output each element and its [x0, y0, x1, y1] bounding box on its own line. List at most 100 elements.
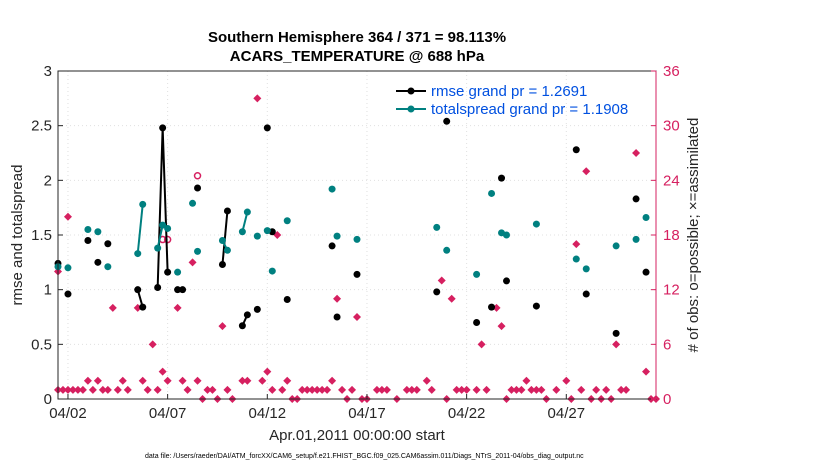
spread-point: [253, 232, 261, 240]
obs-assimilated-marker: [348, 385, 357, 394]
spread-point: [632, 235, 640, 243]
obs-assimilated-marker: [143, 385, 152, 394]
obs-assimilated-marker: [78, 385, 87, 394]
obs-assimilated-marker: [138, 376, 147, 385]
rmse-point: [159, 124, 167, 132]
obs-assimilated-marker: [103, 385, 112, 394]
obs-assimilated-marker: [193, 376, 202, 385]
obs-assimilated-marker: [313, 385, 322, 394]
spread-point: [433, 223, 441, 231]
obs-assimilated-marker: [278, 385, 287, 394]
x-tick-label: 04/02: [49, 405, 87, 422]
y-tick-label-left: 0: [44, 391, 52, 408]
spread-point: [159, 221, 167, 229]
spread-point: [238, 228, 246, 236]
x-tick-label: 04/27: [548, 405, 586, 422]
obs-assimilated-marker: [63, 385, 72, 394]
obs-assimilated-marker: [203, 385, 212, 394]
spread-point: [572, 255, 580, 263]
spread-point: [263, 227, 271, 235]
obs-assimilated-marker: [173, 303, 182, 312]
plot-area: 04/02 04/07 04/12 04/17 04/22 04/27 0 0.5 1 1.5 2 2…: [31, 63, 680, 422]
rmse-point: [642, 268, 650, 276]
y-tick-label-right: 6: [663, 336, 671, 353]
spread-point: [243, 208, 251, 216]
spread-point: [139, 200, 147, 208]
rmse-point: [154, 283, 162, 291]
y-axis-label-left: rmse and totalspread: [9, 165, 26, 306]
obs-assimilated-marker: [382, 385, 391, 394]
obs-assimilated-marker: [208, 385, 217, 394]
x-axis-label: Apr.01,2011 00:00:00 start: [269, 427, 446, 444]
obs-assimilated-marker: [447, 294, 456, 303]
spread-point: [268, 267, 276, 275]
obs-assimilated-marker: [68, 385, 77, 394]
obs-assimilated-marker: [452, 385, 461, 394]
rmse-point: [473, 318, 481, 326]
obs-assimilated-marker: [148, 340, 157, 349]
obs-assimilated-marker: [308, 385, 317, 394]
rmse-point: [532, 302, 540, 310]
y-tick-label-right: 0: [663, 391, 671, 408]
spread-point: [223, 246, 231, 254]
rmse-point: [488, 303, 496, 311]
obs-assimilated-marker: [178, 376, 187, 385]
obs-assimilated-marker: [338, 385, 347, 394]
rmse-point: [612, 329, 620, 337]
rmse-point: [94, 258, 102, 266]
obs-assimilated-marker: [318, 385, 327, 394]
obs-assimilated-marker: [93, 376, 102, 385]
obs-assimilated-marker: [268, 385, 277, 394]
obs-assimilated-marker: [63, 212, 72, 221]
spread-point: [104, 263, 112, 271]
rmse-point: [84, 236, 92, 244]
spread-point: [473, 270, 481, 278]
rmse-point: [333, 313, 341, 321]
x-tick-label: 04/22: [448, 405, 486, 422]
obs-assimilated-marker: [333, 294, 342, 303]
obs-assimilated-marker: [183, 385, 192, 394]
y-tick-label-left: 1.5: [31, 227, 52, 244]
rmse-point: [164, 268, 172, 276]
chart-title-line2: ACARS_TEMPERATURE @ 688 hPa: [230, 48, 485, 65]
obs-assimilated-marker: [83, 376, 92, 385]
obs-assimilated-marker: [457, 385, 466, 394]
obs-assimilated-marker: [253, 94, 262, 103]
spread-point: [164, 224, 172, 232]
y-axis-label-right: # of obs: o=possible; ×=assimilated: [685, 118, 702, 353]
obs-assimilated-marker: [377, 385, 386, 394]
obs-assimilated-marker: [113, 385, 122, 394]
obs-assimilated-marker: [223, 385, 232, 394]
obs-assimilated-marker: [437, 276, 446, 285]
rmse-point: [104, 240, 112, 248]
y-tick-label-right: 30: [663, 118, 680, 135]
legend: rmse grand pr = 1.2691 totalspread grand…: [396, 83, 628, 118]
spread-point: [189, 199, 197, 207]
spread-point: [488, 189, 496, 197]
obs-possible-marker: [163, 235, 172, 244]
spread-point: [503, 231, 510, 239]
spread-point: [64, 264, 72, 272]
rmse-point: [328, 242, 336, 250]
legend-rmse-marker: [407, 87, 415, 95]
spread-point: [283, 217, 291, 225]
spread-point: [582, 265, 590, 273]
rmse-point: [353, 270, 361, 278]
y-tick-label-right: 36: [663, 63, 680, 80]
obs-assimilated-marker: [517, 385, 526, 394]
obs-assimilated-marker: [263, 367, 272, 376]
rmse-point: [174, 286, 182, 294]
obs-assimilated-marker: [577, 385, 586, 394]
obs-assimilated-marker: [73, 385, 82, 394]
obs-possible-marker: [193, 172, 202, 180]
rmse-point: [64, 290, 72, 298]
rmse-point: [433, 288, 441, 296]
y-tick-label-left: 1: [44, 282, 52, 299]
legend-spread-label: totalspread grand pr = 1.1908: [431, 101, 628, 118]
spread-point: [443, 246, 451, 254]
x-tick-label: 04/17: [348, 405, 386, 422]
y-tick-label-right: 12: [663, 282, 680, 299]
y-tick-label-right: 18: [663, 227, 680, 244]
obs-assimilated-marker: [218, 322, 227, 331]
